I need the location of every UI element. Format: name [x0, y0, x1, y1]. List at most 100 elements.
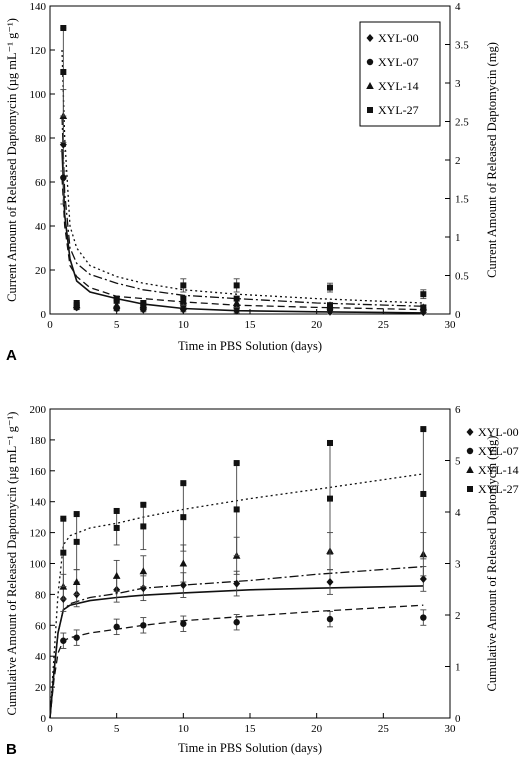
y-tick-label: 140 — [30, 497, 47, 509]
data-point-xyl-27 — [327, 284, 333, 291]
data-point-xyl-07 — [140, 622, 147, 629]
legend-marker-xyl-27 — [467, 486, 473, 492]
y2-tick-label: 0 — [455, 713, 461, 725]
data-point-xyl-00 — [419, 574, 427, 583]
y-tick-label: 80 — [35, 589, 47, 601]
data-point-xyl-27 — [73, 538, 80, 545]
y2-tick-label: 0 — [455, 309, 461, 321]
data-point-xyl-07 — [113, 623, 120, 631]
fit-curve-xyl-14 — [61, 115, 424, 307]
fit-curve-xyl-07 — [49, 604, 424, 719]
data-point-xyl-07 — [73, 634, 80, 641]
y2-tick-label: 3 — [455, 78, 461, 90]
data-point-xyl-07 — [180, 620, 187, 627]
data-point-xyl-27 — [140, 523, 147, 530]
data-point-extra-series — [233, 460, 240, 467]
data-point-xyl-00 — [179, 581, 187, 590]
y-tick-label: 100 — [30, 559, 47, 571]
data-point-xyl-07 — [326, 615, 334, 623]
data-point-extra-series — [73, 511, 80, 518]
data-point-xyl-27 — [60, 69, 67, 75]
legend-marker-xyl-27 — [367, 107, 373, 113]
data-point-xyl-14 — [179, 559, 188, 567]
x-tick-label: 25 — [378, 723, 390, 735]
data-point-xyl-14 — [112, 571, 121, 579]
chart-panel-a: 0 5 10 15 20 25 3002040608010012014000.511.522… — [30, 1, 470, 353]
data-point-extra-series — [73, 302, 80, 309]
x-tick-label: 0 — [47, 319, 53, 331]
data-point-xyl-27 — [420, 291, 427, 298]
y-tick-label: 120 — [30, 45, 47, 57]
x-tick-label: 25 — [378, 319, 390, 331]
y-tick-label: 0 — [41, 309, 47, 321]
y-axis-title: Current Amount of Released Daptomycin (µ… — [5, 18, 19, 302]
data-point-extra-series — [180, 295, 187, 302]
y2-tick-label: 3.5 — [455, 40, 469, 52]
y-tick-label: 20 — [35, 265, 47, 277]
data-point-xyl-14 — [112, 301, 121, 309]
y-tick-label: 40 — [35, 221, 47, 233]
data-point-xyl-27 — [420, 490, 427, 497]
legend-entry-xyl-27: XYL-27 — [378, 103, 419, 117]
data-point-xyl-27 — [113, 524, 120, 531]
y2-tick-label: 2 — [455, 155, 461, 167]
panel-label: B — [6, 741, 17, 758]
panel-label: A — [6, 347, 17, 364]
legend-marker-xyl-07 — [466, 447, 474, 455]
data-point-xyl-07 — [233, 619, 240, 626]
data-point-xyl-27 — [233, 506, 240, 513]
y2-tick-label: 1 — [455, 662, 461, 674]
data-point-xyl-27 — [60, 549, 67, 556]
legend-entry-xyl-14: XYL-14 — [478, 463, 519, 477]
legend-entry-xyl-00: XYL-00 — [378, 31, 419, 45]
y2-tick-label: 4 — [455, 507, 461, 519]
data-point-xyl-07 — [420, 614, 427, 621]
y-tick-label: 80 — [35, 133, 47, 145]
legend-marker-xyl-00 — [366, 34, 374, 42]
y-tick-label: 200 — [30, 404, 47, 416]
data-point-extra-series — [60, 515, 67, 522]
y-axis-title: Cumulative Amount of Released Daptomycin… — [5, 412, 19, 716]
data-point-xyl-27 — [180, 514, 187, 521]
y-tick-label: 40 — [35, 651, 47, 663]
x-tick-label: 15 — [245, 723, 257, 735]
data-point-xyl-00 — [233, 579, 241, 588]
plot-frame — [49, 408, 451, 719]
data-point-extra-series — [420, 304, 427, 311]
x-tick-label: 30 — [445, 319, 457, 331]
y-tick-label: 60 — [35, 620, 47, 632]
x-tick-label: 10 — [178, 723, 190, 735]
y-tick-label: 20 — [35, 682, 47, 694]
data-point-xyl-14 — [139, 567, 148, 575]
x-tick-label: 0 — [47, 723, 53, 735]
data-point-xyl-00 — [326, 578, 334, 587]
y2-tick-label: 5 — [455, 456, 461, 468]
x-tick-label: 10 — [178, 319, 190, 331]
data-point-xyl-07 — [60, 174, 67, 181]
x-axis-title: Time in PBS Solution (days) — [178, 339, 322, 353]
data-point-extra-series — [140, 501, 147, 508]
legend-entry-xyl-07: XYL-07 — [478, 444, 519, 458]
fit-curve-xyl-07 — [61, 177, 424, 311]
data-point-extra-series — [60, 25, 67, 31]
data-point-xyl-27 — [233, 282, 240, 289]
x-tick-label: 30 — [445, 723, 457, 735]
y-tick-label: 60 — [35, 177, 47, 189]
y-tick-label: 180 — [30, 435, 47, 447]
legend-marker-xyl-14 — [466, 466, 474, 473]
x-tick-label: 5 — [114, 319, 120, 331]
y2-axis-title: Current Amount of Released Daptomycin (m… — [485, 42, 499, 278]
y2-tick-label: 1.5 — [455, 194, 469, 206]
data-point-xyl-00 — [139, 584, 147, 593]
data-point-extra-series — [327, 439, 333, 446]
y2-axis-title: Cumulative Amount of Released Daptomycin… — [485, 436, 499, 692]
y-tick-label: 120 — [30, 528, 47, 540]
fit-curve-xyl-00 — [61, 148, 424, 314]
data-point-xyl-27 — [180, 282, 187, 289]
y-tick-label: 0 — [41, 713, 47, 725]
x-tick-label: 20 — [311, 319, 323, 331]
data-point-xyl-14 — [72, 578, 81, 586]
y-tick-label: 140 — [30, 1, 47, 13]
data-point-extra-series — [420, 426, 427, 433]
data-point-xyl-27 — [327, 495, 333, 502]
